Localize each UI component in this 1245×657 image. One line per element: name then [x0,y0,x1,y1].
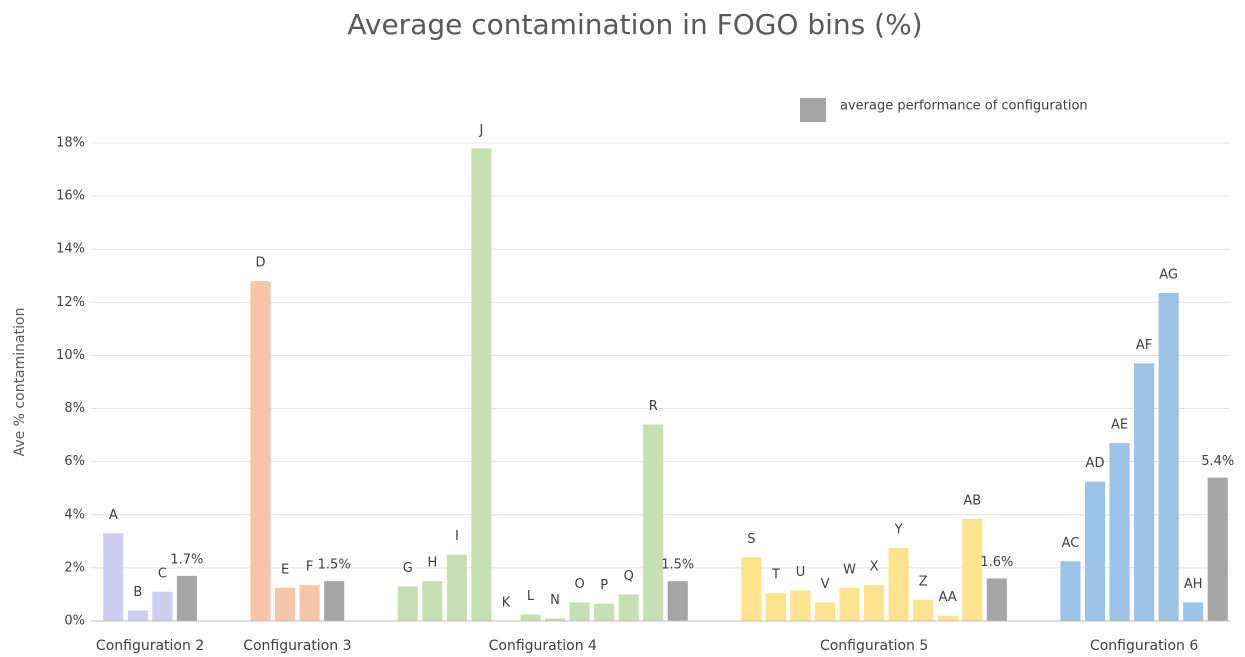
bar [864,585,885,621]
legend-swatch [800,98,826,122]
group-label: Configuration 3 [243,638,351,654]
bar [643,424,664,621]
y-tick-label: 14% [56,242,85,257]
y-tick-label: 18% [56,136,85,151]
average-label: 5.4% [1201,454,1234,469]
bar [299,585,320,621]
bar-label: H [427,556,437,571]
bar-label: G [403,561,413,576]
bar-label: S [747,532,755,547]
bar-label: AD [1086,456,1105,471]
bar-label: L [527,589,535,604]
bar [814,602,836,621]
y-axis-label: Ave % contamination [12,308,28,457]
bar-label: I [455,529,459,544]
bar-label: C [158,566,167,581]
bar-label: A [109,508,118,523]
legend-label: average performance of configuration [840,99,1088,114]
bar [1084,481,1106,621]
bar-label: N [550,593,560,608]
bar [422,581,443,621]
y-tick-label: 6% [64,454,85,469]
bar-label: AB [963,493,981,508]
bar-label: Y [894,522,903,537]
bar-label: J [479,123,484,138]
y-tick-label: 12% [56,295,85,310]
chart-title: Average contamination in FOGO bins (%) [347,8,922,41]
bar [839,587,860,621]
group-label: Configuration 6 [1090,638,1198,654]
bar [1183,602,1204,621]
bar-label: B [133,585,142,600]
group-label: Configuration 4 [489,638,597,654]
bar-label: AA [939,590,957,605]
bar [471,148,492,622]
bar-label: V [821,577,830,592]
bar [1060,561,1081,621]
y-tick-label: 8% [64,401,85,416]
bar-label: F [306,560,313,575]
y-tick-label: 10% [56,348,85,363]
bar-label: P [600,578,608,593]
bar [103,533,124,621]
average-bar [667,581,688,621]
bar-label: AE [1111,418,1128,433]
bar [765,593,787,621]
bar [446,554,467,621]
bar-label: D [256,256,266,271]
bar-label: R [649,399,658,414]
bar [962,518,983,621]
bar [594,603,615,621]
average-label: 1.5% [318,558,351,573]
bar-label: E [281,562,289,577]
bar [913,599,934,621]
bar [741,557,762,621]
bar-label: K [502,596,511,611]
y-tick-label: 0% [64,614,85,629]
bar [618,594,639,621]
bar [520,614,541,621]
average-label: 1.7% [170,552,203,567]
bar [152,591,173,621]
bar [250,281,271,621]
bar-label: U [796,565,806,580]
bar [937,615,958,621]
bar-label: Q [624,569,634,584]
bar-label: T [771,568,780,583]
group-label: Configuration 2 [96,638,204,654]
bar [1109,443,1130,621]
average-label: 1.6% [980,555,1013,570]
bar-label: O [574,577,584,592]
group-label: Configuration 5 [820,638,928,654]
bar [127,610,148,621]
average-bar [324,581,345,621]
y-tick-label: 2% [64,560,85,575]
average-bar [986,578,1007,621]
bar [275,587,296,621]
bar-label: Z [919,574,928,589]
average-label: 1.5% [661,558,694,573]
bar-label: AG [1159,268,1178,283]
bar [397,586,418,621]
bar-label: AF [1136,338,1152,353]
bar [1158,293,1179,621]
bar [544,618,566,621]
bar-label: W [843,562,856,577]
bar [569,602,590,621]
bar [888,547,909,621]
bar-label: X [870,560,879,575]
bar-label: AC [1062,536,1080,551]
y-tick-label: 4% [64,507,85,522]
average-bar [176,575,197,621]
average-bar [1207,477,1228,621]
bar-label: AH [1184,577,1203,592]
bar [790,590,811,621]
y-tick-label: 16% [56,189,85,204]
bar [1134,363,1155,621]
